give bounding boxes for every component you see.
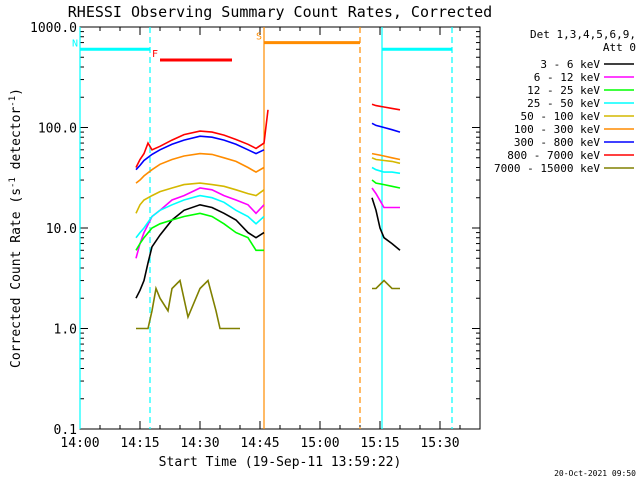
series-line-7000-15000-kev [372, 279, 400, 290]
series-line-6-12-kev [135, 187, 265, 259]
legend-label-7000-15000-kev: 7000 - 15000 keV [494, 162, 600, 175]
x-axis-label: Start Time (19-Sep-11 13:59:22) [159, 455, 402, 470]
x-tick-label: 15:30 [420, 436, 459, 451]
plot-frame [79, 26, 481, 430]
chart-title: RHESSI Observing Summary Count Rates, Co… [68, 3, 492, 21]
series-line-7000-15000-kev [136, 278, 240, 330]
series-line-800-7000-kev [371, 103, 401, 111]
x-tick-labels: 14:00 14:15 14:30 14:45 15:00 15:15 15:30 [60, 436, 459, 451]
x-tick-label: 14:15 [120, 436, 159, 451]
axis-ticks [79, 26, 481, 430]
legend-label-100-300-kev: 100 - 300 keV [514, 123, 600, 136]
series-line-25-50-kev [371, 166, 401, 175]
legend-label-6-12-kev: 6 - 12 keV [534, 71, 601, 84]
x-tick-label: 15:15 [360, 436, 399, 451]
series-line-100-300-kev [135, 152, 265, 184]
legend-label-300-800-kev: 300 - 800 keV [514, 136, 600, 149]
series-line-25-50-kev [135, 194, 265, 239]
legend-label-3-6-kev: 3 - 6 keV [540, 58, 600, 71]
footer-date: 20-Oct-2021 09:50 [554, 469, 636, 478]
series-line-50-100-kev [371, 157, 401, 165]
y-tick-label: 1.0 [54, 323, 77, 338]
series-line-6-12-kev [371, 187, 400, 209]
series-line-3-6-kev [135, 203, 265, 299]
series-line-50-100-kev [135, 182, 265, 214]
flag-label-f: F [152, 49, 158, 60]
y-tick-labels: 0.1 1.0 10.0 100.0 1000.0 [30, 21, 77, 438]
y-tick-label: 1000.0 [30, 21, 77, 36]
legend-label-800-7000-kev: 800 - 7000 keV [507, 149, 600, 162]
legend-subtitle: Att 0 [603, 41, 636, 54]
series-line-800-7000-kev [135, 109, 269, 168]
instrument-state-lines [79, 27, 453, 429]
series-layer [135, 103, 401, 330]
x-tick-label: 14:30 [180, 436, 219, 451]
series-line-12-25-kev [135, 212, 264, 252]
x-tick-label: 15:00 [300, 436, 339, 451]
series-line-3-6-kev [371, 197, 401, 251]
series-line-300-800-kev [135, 135, 265, 171]
x-tick-label: 14:00 [60, 436, 99, 451]
x-tick-label: 14:45 [240, 436, 279, 451]
series-line-300-800-kev [371, 122, 401, 133]
flag-label-s: S [256, 32, 262, 43]
y-axis-label: Corrected Count Rate (s-1 detector-1) [8, 88, 24, 368]
legend-label-50-100-kev: 50 - 100 keV [521, 110, 601, 123]
legend-label-25-50-kev: 25 - 50 keV [527, 97, 600, 110]
flag-label-n: N [72, 38, 78, 49]
y-tick-label: 100.0 [38, 122, 77, 137]
attenuator-bars: N F S [72, 32, 452, 62]
legend-label-12-25-kev: 12 - 25 keV [527, 84, 600, 97]
series-line-100-300-kev [371, 152, 401, 161]
series-line-12-25-kev [371, 179, 401, 189]
legend-title: Det 1,3,4,5,6,9, [530, 28, 636, 41]
y-tick-label: 0.1 [54, 423, 77, 438]
y-tick-label: 10.0 [46, 222, 77, 237]
